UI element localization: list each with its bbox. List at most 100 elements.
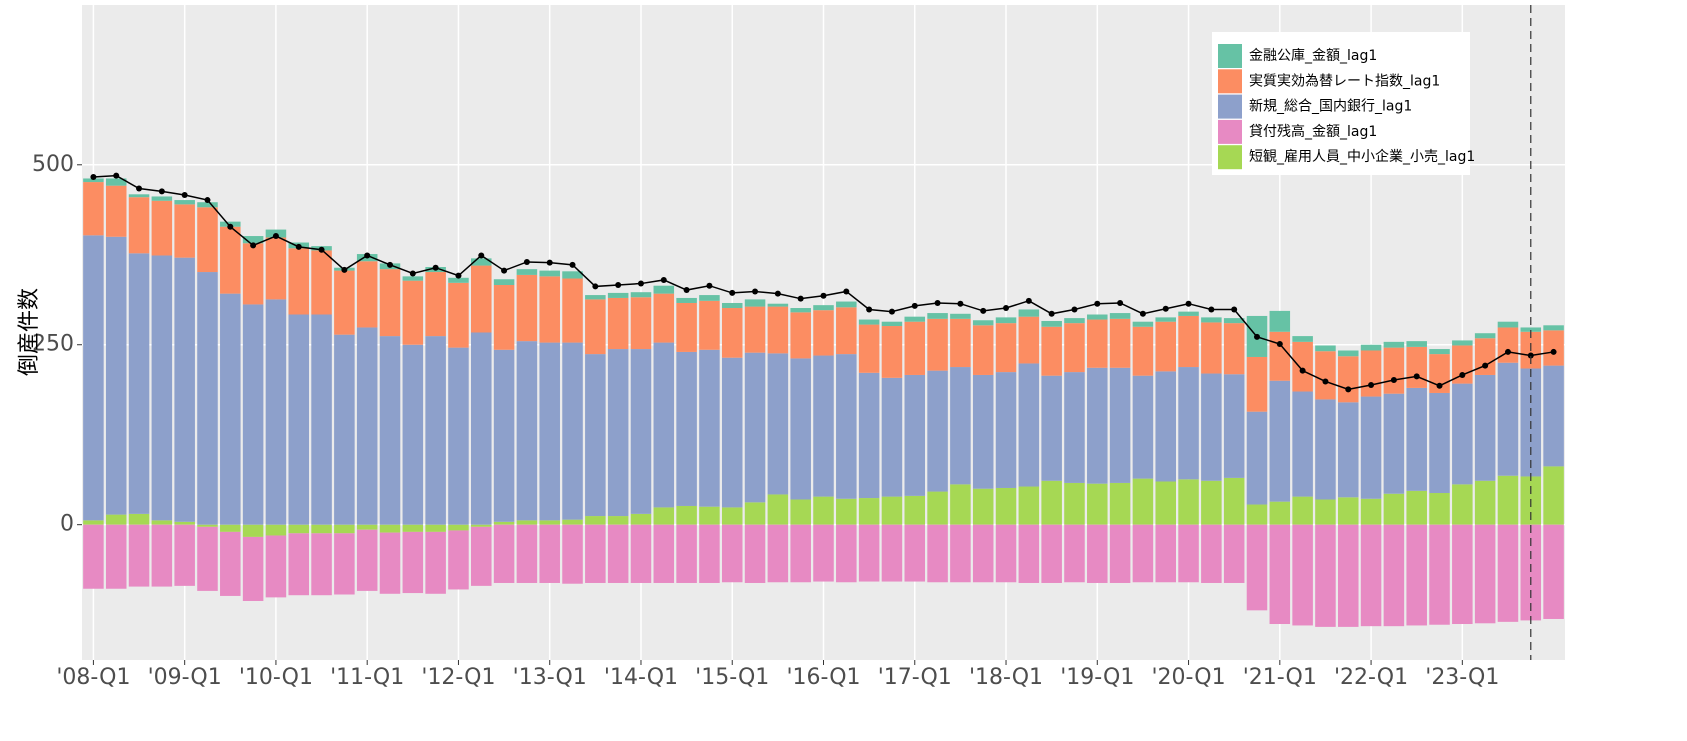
bar-segment (1018, 524, 1040, 583)
bar-segment (356, 524, 378, 530)
bar-segment (585, 354, 606, 517)
legend-key (1218, 119, 1242, 144)
bar-segment (174, 521, 195, 525)
x-tick-label: '12-Q1 (421, 665, 495, 690)
bar-segment (790, 499, 811, 525)
total-point (295, 243, 302, 250)
bar-segment (1132, 321, 1154, 327)
bar-segment (950, 313, 971, 319)
bar-segment (1064, 372, 1085, 483)
bar-segment (311, 533, 332, 596)
bar-segment (471, 526, 492, 586)
bar-segment (1292, 336, 1313, 342)
bar-segment (1178, 311, 1199, 316)
bar-segment (379, 524, 401, 533)
bar-segment (1087, 314, 1108, 320)
bar-segment (562, 524, 583, 584)
bar-segment (265, 535, 287, 598)
bar-segment (653, 524, 675, 583)
bar-segment (334, 270, 355, 335)
bar-segment (288, 314, 310, 525)
total-point (455, 272, 462, 279)
bar-segment (471, 332, 492, 525)
bar-segment (585, 524, 606, 583)
x-tick-label: '08-Q1 (56, 665, 130, 690)
bar-segment (425, 336, 446, 525)
bar-segment (1543, 330, 1564, 366)
bar-segment (562, 271, 583, 279)
bar-segment (242, 236, 264, 244)
bar-segment (174, 257, 195, 522)
bar-segment (676, 351, 697, 506)
bar-segment (972, 320, 994, 326)
bar-segment (1452, 340, 1473, 346)
bar-segment (995, 487, 1017, 525)
bar-segment (379, 269, 401, 337)
total-point (250, 242, 257, 249)
bar-segment (493, 524, 515, 583)
bar-segment (1315, 399, 1336, 500)
bar-segment (1246, 524, 1268, 611)
bar-segment (448, 277, 469, 283)
bar-segment (402, 276, 424, 281)
bar-segment (1178, 315, 1199, 368)
bar-segment (1132, 478, 1154, 525)
bar-segment (721, 524, 743, 583)
bar-segment (265, 237, 287, 300)
bar-segment (1429, 349, 1450, 355)
bar-segment (630, 513, 652, 525)
bar-segment (1064, 323, 1085, 373)
bar-segment (1406, 490, 1427, 525)
bar-segment (288, 524, 310, 534)
bar-segment (767, 306, 789, 354)
bar-segment (1064, 524, 1085, 583)
bar-segment (1223, 323, 1245, 375)
x-tick-label: '15-Q1 (695, 665, 769, 690)
bar-segment (197, 207, 218, 273)
bar-segment (539, 276, 560, 343)
bar-segment (220, 531, 241, 596)
total-point (204, 197, 211, 204)
bar-segment (539, 524, 560, 583)
bar-segment (676, 297, 697, 303)
bar-segment (744, 502, 766, 525)
bar-segment (425, 531, 446, 594)
bar-segment (402, 280, 424, 345)
bar-segment (242, 536, 264, 601)
bar-segment (197, 202, 218, 208)
bar-segment (927, 370, 948, 492)
bar-segment (105, 178, 127, 186)
bar-segment (448, 282, 469, 348)
bar-segment (927, 491, 948, 525)
bar-segment (356, 261, 378, 328)
x-tick-label: '23-Q1 (1425, 665, 1499, 690)
total-point (866, 306, 873, 313)
bar-segment (1109, 367, 1131, 483)
bar-segment (1132, 326, 1154, 376)
total-point (1003, 305, 1010, 312)
bar-segment (630, 349, 652, 514)
bar-segment (1178, 367, 1199, 480)
bar-segment (288, 248, 310, 315)
bar-segment (1132, 524, 1154, 583)
bar-segment (1201, 524, 1222, 583)
bar-segment (630, 524, 652, 583)
bar-segment (858, 319, 880, 325)
bar-segment (1520, 524, 1542, 621)
legend-key (1218, 145, 1242, 170)
bar-segment (242, 243, 264, 305)
bar-segment (858, 524, 880, 582)
bar-segment (1041, 524, 1062, 583)
total-point (729, 289, 736, 296)
total-point (774, 290, 781, 297)
bar-segment (1109, 482, 1131, 525)
total-point (1139, 310, 1146, 317)
bar-segment (493, 279, 515, 285)
bar-segment (1315, 524, 1336, 627)
x-tick-label: '10-Q1 (239, 665, 313, 690)
bar-segment (448, 530, 469, 590)
bar-segment (767, 524, 789, 583)
total-point (1185, 300, 1192, 307)
bar-segment (1543, 325, 1564, 331)
